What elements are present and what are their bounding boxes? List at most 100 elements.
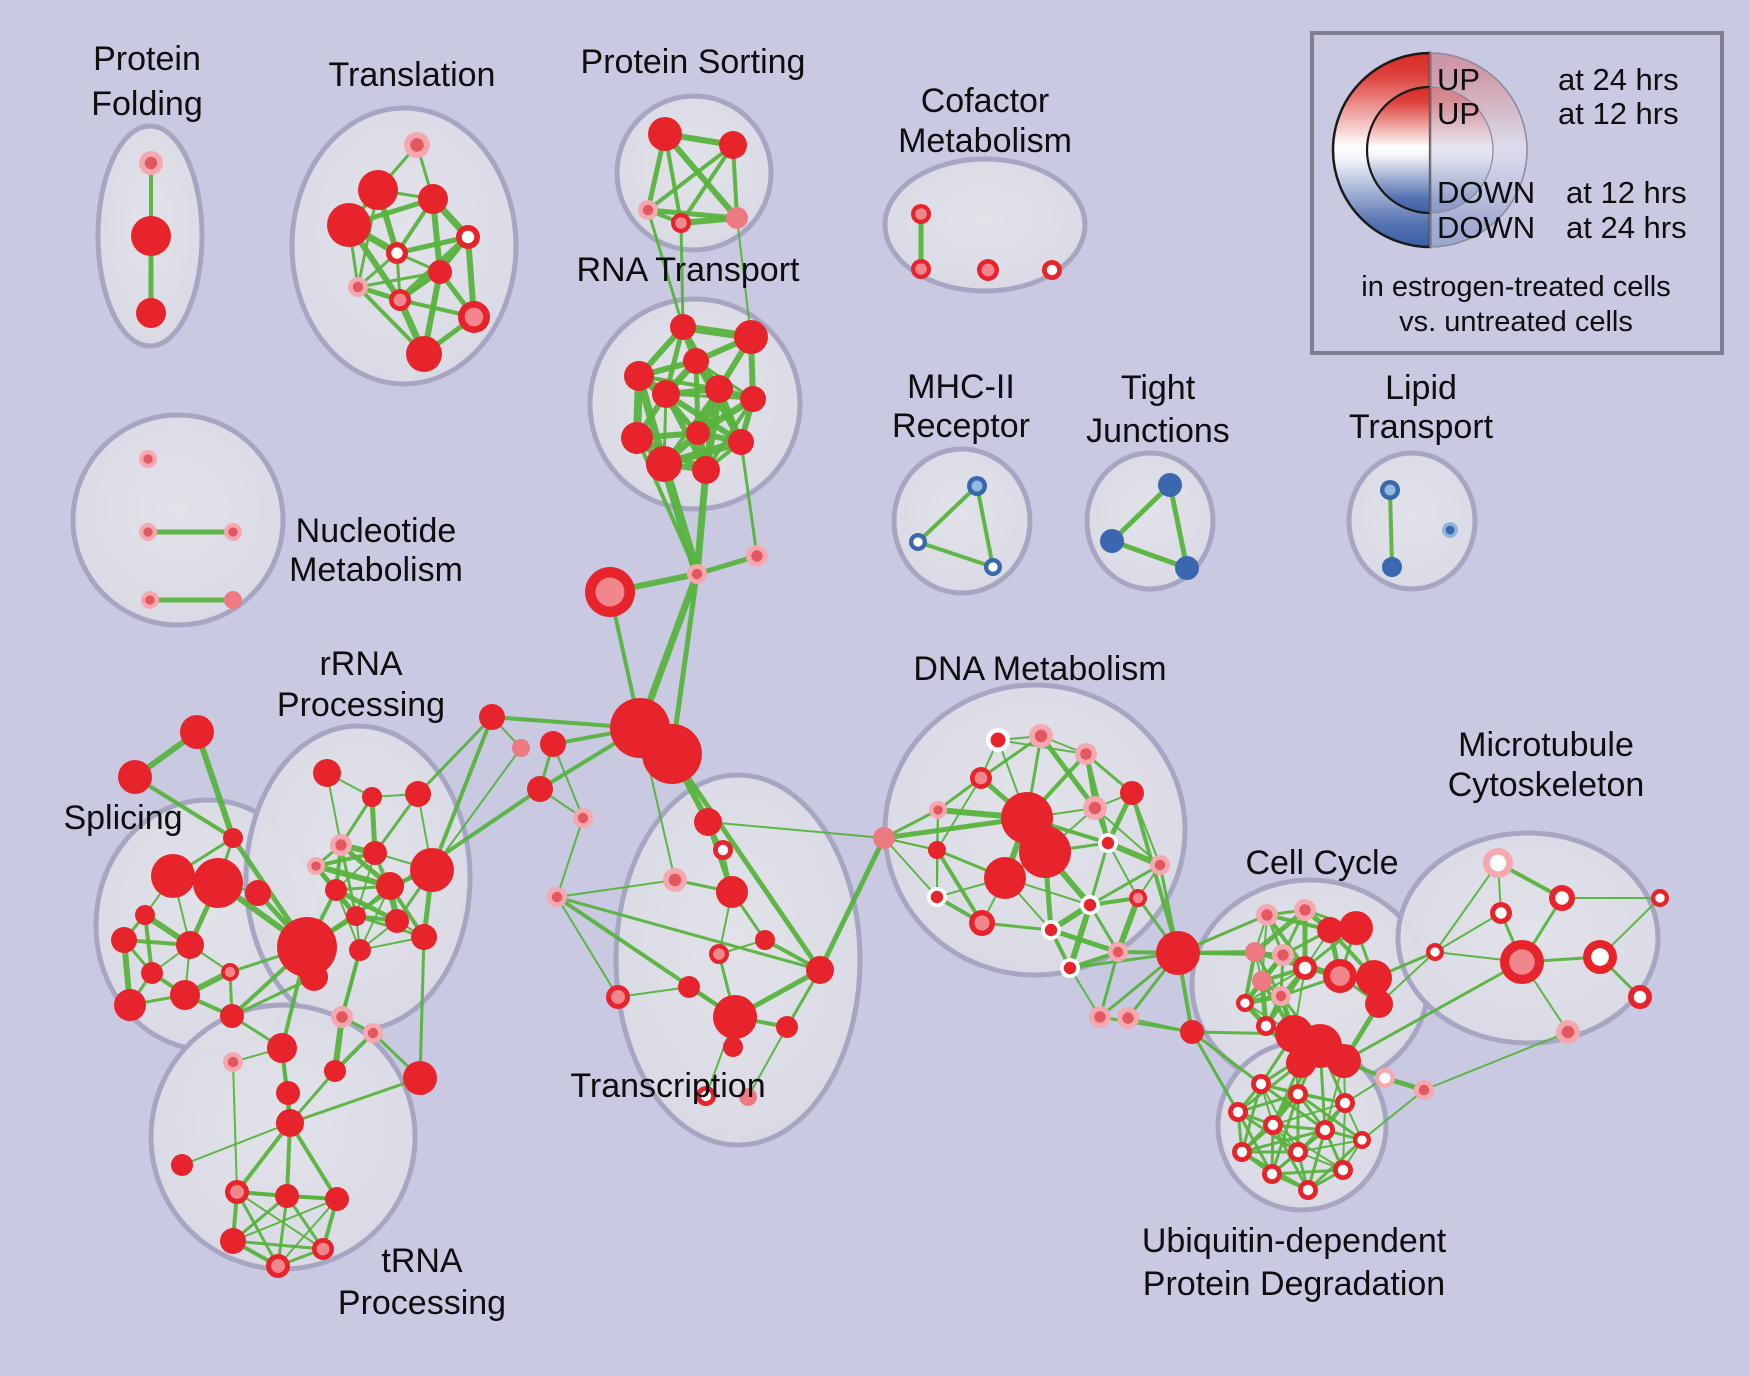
node-mt-4[interactable] <box>1500 940 1544 984</box>
node-rr-0[interactable] <box>313 759 341 787</box>
node-nm-1[interactable] <box>139 523 157 541</box>
node-rt-4[interactable] <box>652 380 680 408</box>
node-rr-13[interactable] <box>331 1006 353 1028</box>
node-dm-16[interactable] <box>1150 855 1170 875</box>
node-tx-12[interactable] <box>606 985 630 1009</box>
node-tx-1[interactable] <box>713 840 733 860</box>
node-rr-1[interactable] <box>362 787 382 807</box>
node-mh-0[interactable] <box>967 476 987 496</box>
node-cc-5[interactable] <box>1272 944 1294 966</box>
node-bb-5[interactable] <box>540 731 566 757</box>
node-dm-22[interactable] <box>1156 931 1200 975</box>
node-cc-3[interactable] <box>1339 911 1373 945</box>
node-tx-2[interactable] <box>663 868 687 892</box>
node-cc-11[interactable] <box>1256 1016 1276 1036</box>
node-tx-11[interactable] <box>723 1037 743 1057</box>
node-ub-7[interactable] <box>1232 1142 1252 1162</box>
node-tr-4[interactable] <box>456 225 480 249</box>
node-dm-17[interactable] <box>1129 889 1147 907</box>
node-ub-2[interactable] <box>1335 1093 1355 1113</box>
node-bb-1[interactable] <box>746 545 768 567</box>
node-cc-0[interactable] <box>1256 904 1278 926</box>
node-ub-9[interactable] <box>1262 1164 1282 1184</box>
node-sp-13[interactable] <box>223 828 243 848</box>
node-dm-7[interactable] <box>928 841 946 859</box>
node-dm-13[interactable] <box>969 910 995 936</box>
node-rr-9[interactable] <box>346 906 366 926</box>
node-rt-8[interactable] <box>686 421 710 445</box>
node-ub-6[interactable] <box>1353 1131 1371 1149</box>
node-rt-0[interactable] <box>670 314 696 340</box>
node-rt-1[interactable] <box>734 320 768 354</box>
node-cc-2[interactable] <box>1317 917 1343 943</box>
node-rt-11[interactable] <box>692 456 720 484</box>
node-dm-9[interactable] <box>1019 826 1071 878</box>
node-tx-7[interactable] <box>678 976 700 998</box>
node-tx-3[interactable] <box>716 876 748 908</box>
node-mt-5[interactable] <box>1583 940 1617 974</box>
node-rt-5[interactable] <box>705 375 733 403</box>
node-dm-6[interactable] <box>873 827 895 849</box>
node-rt-7[interactable] <box>621 422 653 454</box>
node-dm-12[interactable] <box>927 887 947 907</box>
node-mt-7[interactable] <box>1651 889 1669 907</box>
node-rr-5[interactable] <box>363 841 387 865</box>
node-sp-7[interactable] <box>221 963 239 981</box>
node-tr-10[interactable] <box>406 336 442 372</box>
node-cm-2[interactable] <box>977 259 999 281</box>
node-tn-3[interactable] <box>275 1184 299 1208</box>
node-ub-8[interactable] <box>1288 1142 1308 1162</box>
node-tr-2[interactable] <box>418 184 448 214</box>
node-rr-10[interactable] <box>385 909 409 933</box>
node-tj-2[interactable] <box>1175 556 1199 580</box>
node-nm-4[interactable] <box>224 591 242 609</box>
node-dm-15[interactable] <box>1120 781 1144 805</box>
node-nm-2[interactable] <box>224 523 242 541</box>
node-tr-5[interactable] <box>386 242 408 264</box>
node-sp-9[interactable] <box>170 980 200 1010</box>
node-sp-0[interactable] <box>151 854 195 898</box>
node-dm-14[interactable] <box>1041 920 1061 940</box>
node-dm-23[interactable] <box>1180 1020 1204 1044</box>
node-sp-3[interactable] <box>135 905 155 925</box>
node-ub-10[interactable] <box>1333 1160 1353 1180</box>
node-dm-11[interactable] <box>1098 833 1118 853</box>
node-tr-3[interactable] <box>327 203 371 247</box>
node-cc-17[interactable] <box>1286 1048 1316 1078</box>
node-ps-1[interactable] <box>719 131 747 159</box>
node-dm-0[interactable] <box>986 728 1010 752</box>
node-rr-3[interactable] <box>330 834 352 856</box>
node-sp-4[interactable] <box>111 927 137 953</box>
node-sp-2[interactable] <box>245 880 271 906</box>
node-mt-1[interactable] <box>1549 885 1575 911</box>
node-tx-6[interactable] <box>709 944 729 964</box>
node-mt-6[interactable] <box>1628 985 1652 1009</box>
node-tj-1[interactable] <box>1100 529 1124 553</box>
node-mh-1[interactable] <box>909 533 927 551</box>
node-tr-0[interactable] <box>404 132 430 158</box>
node-bb-9[interactable] <box>512 739 530 757</box>
node-sp-12[interactable] <box>118 760 152 794</box>
node-rr-8[interactable] <box>376 872 404 900</box>
node-tr-7[interactable] <box>348 277 368 297</box>
node-dm-18[interactable] <box>1080 895 1100 915</box>
node-cc-9[interactable] <box>1271 986 1291 1006</box>
node-tn-4[interactable] <box>325 1187 349 1211</box>
node-bb-6[interactable] <box>527 776 553 802</box>
node-bb-2[interactable] <box>585 567 635 617</box>
node-tx-13[interactable] <box>696 1086 716 1106</box>
node-cc-6[interactable] <box>1293 956 1317 980</box>
node-bb-12[interactable] <box>267 1033 297 1063</box>
node-pf-1[interactable] <box>131 216 171 256</box>
node-cc-4[interactable] <box>1245 942 1265 962</box>
node-rr-11[interactable] <box>411 924 437 950</box>
node-dm-20[interactable] <box>1060 958 1080 978</box>
node-ub-4[interactable] <box>1263 1115 1283 1135</box>
node-tx-14[interactable] <box>739 1088 757 1106</box>
node-rr-12[interactable] <box>349 939 371 961</box>
node-ub-5[interactable] <box>1315 1120 1335 1140</box>
node-mt-3[interactable] <box>1426 943 1444 961</box>
node-bb-14[interactable] <box>223 1052 243 1072</box>
node-cc-12[interactable] <box>1356 960 1392 996</box>
node-bb-7[interactable] <box>573 808 593 828</box>
